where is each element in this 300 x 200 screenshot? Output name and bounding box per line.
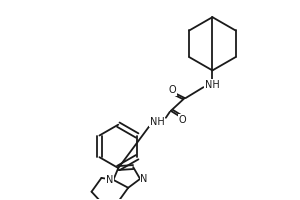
Text: NH: NH	[205, 80, 220, 90]
Text: N: N	[106, 175, 113, 185]
Text: O: O	[169, 85, 177, 95]
Text: O: O	[179, 115, 187, 125]
Text: N: N	[140, 174, 148, 184]
Text: NH: NH	[150, 117, 164, 127]
